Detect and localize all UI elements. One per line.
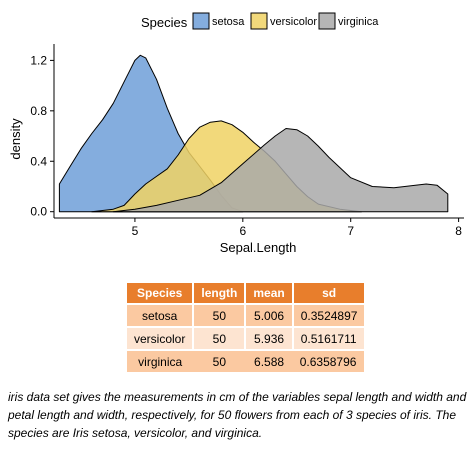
legend-label-virginica: virginica: [338, 16, 379, 28]
table-row: virginica 50 6.588 0.6358796: [127, 349, 365, 372]
table-cell-sd: 0.6358796: [292, 349, 365, 372]
table-cell-length: 50: [193, 326, 247, 350]
table-cell-species: versicolor: [127, 326, 195, 350]
y-tick-label-2: 0.8: [30, 104, 47, 118]
table-row: versicolor 50 5.936 0.5161711: [127, 326, 365, 350]
table-cell-species: setosa: [127, 303, 195, 327]
axes: 5 6 7 8 0.0 0.4 0.8 1.2: [30, 44, 464, 238]
table-row: setosa 50 5.006 0.3524897: [127, 303, 365, 327]
density-plot: Species setosa versicolor virginica 5 6 7 8 0.0…: [8, 12, 464, 255]
legend-key-versicolor: [250, 12, 268, 30]
legend-title: Species: [141, 15, 188, 30]
table-cell-mean: 6.588: [245, 349, 293, 372]
y-axis-title: density: [8, 118, 23, 160]
table-cell-species: virginica: [127, 349, 194, 372]
table-header-row: Species length mean sd: [127, 283, 365, 304]
legend-label-versicolor: versicolor: [270, 16, 317, 28]
legend-key-setosa: [192, 12, 210, 30]
table-cell-length: 50: [193, 349, 246, 372]
density-areas: [58, 54, 449, 213]
x-tick-label-6: 6: [239, 224, 246, 238]
y-tick-label-3: 1.2: [30, 53, 47, 67]
legend: Species setosa versicolor virginica: [141, 12, 379, 30]
table-header-species: Species: [127, 283, 195, 304]
table-body: setosa 50 5.006 0.3524897 versicolor 50 5.936 0…: [127, 303, 365, 372]
x-tick-label-7: 7: [347, 224, 354, 238]
table-header-sd: sd: [292, 283, 365, 304]
table-header-mean: mean: [245, 283, 294, 304]
caption: iris data set gives the measurements in …: [8, 390, 467, 440]
legend-key-virginica: [318, 12, 336, 30]
summary-table: Species length mean sd setosa 50 5.006 0.35248…: [127, 283, 365, 372]
x-axis-title: Sepal.Length: [220, 240, 297, 255]
table-cell-mean: 5.936: [245, 326, 294, 350]
table-cell-mean: 5.006: [245, 303, 294, 327]
density-area-virginica: [112, 128, 449, 213]
table-cell-sd: 0.3524897: [292, 303, 365, 327]
y-tick-label-0: 0.0: [30, 205, 47, 219]
table-cell-sd: 0.5161711: [292, 326, 365, 350]
table-cell-length: 50: [193, 303, 247, 327]
x-tick-label-5: 5: [132, 224, 139, 238]
legend-label-setosa: setosa: [212, 16, 245, 28]
x-tick-label-8: 8: [455, 224, 462, 238]
y-tick-label-1: 0.4: [30, 154, 47, 168]
table-header-length: length: [193, 283, 247, 304]
